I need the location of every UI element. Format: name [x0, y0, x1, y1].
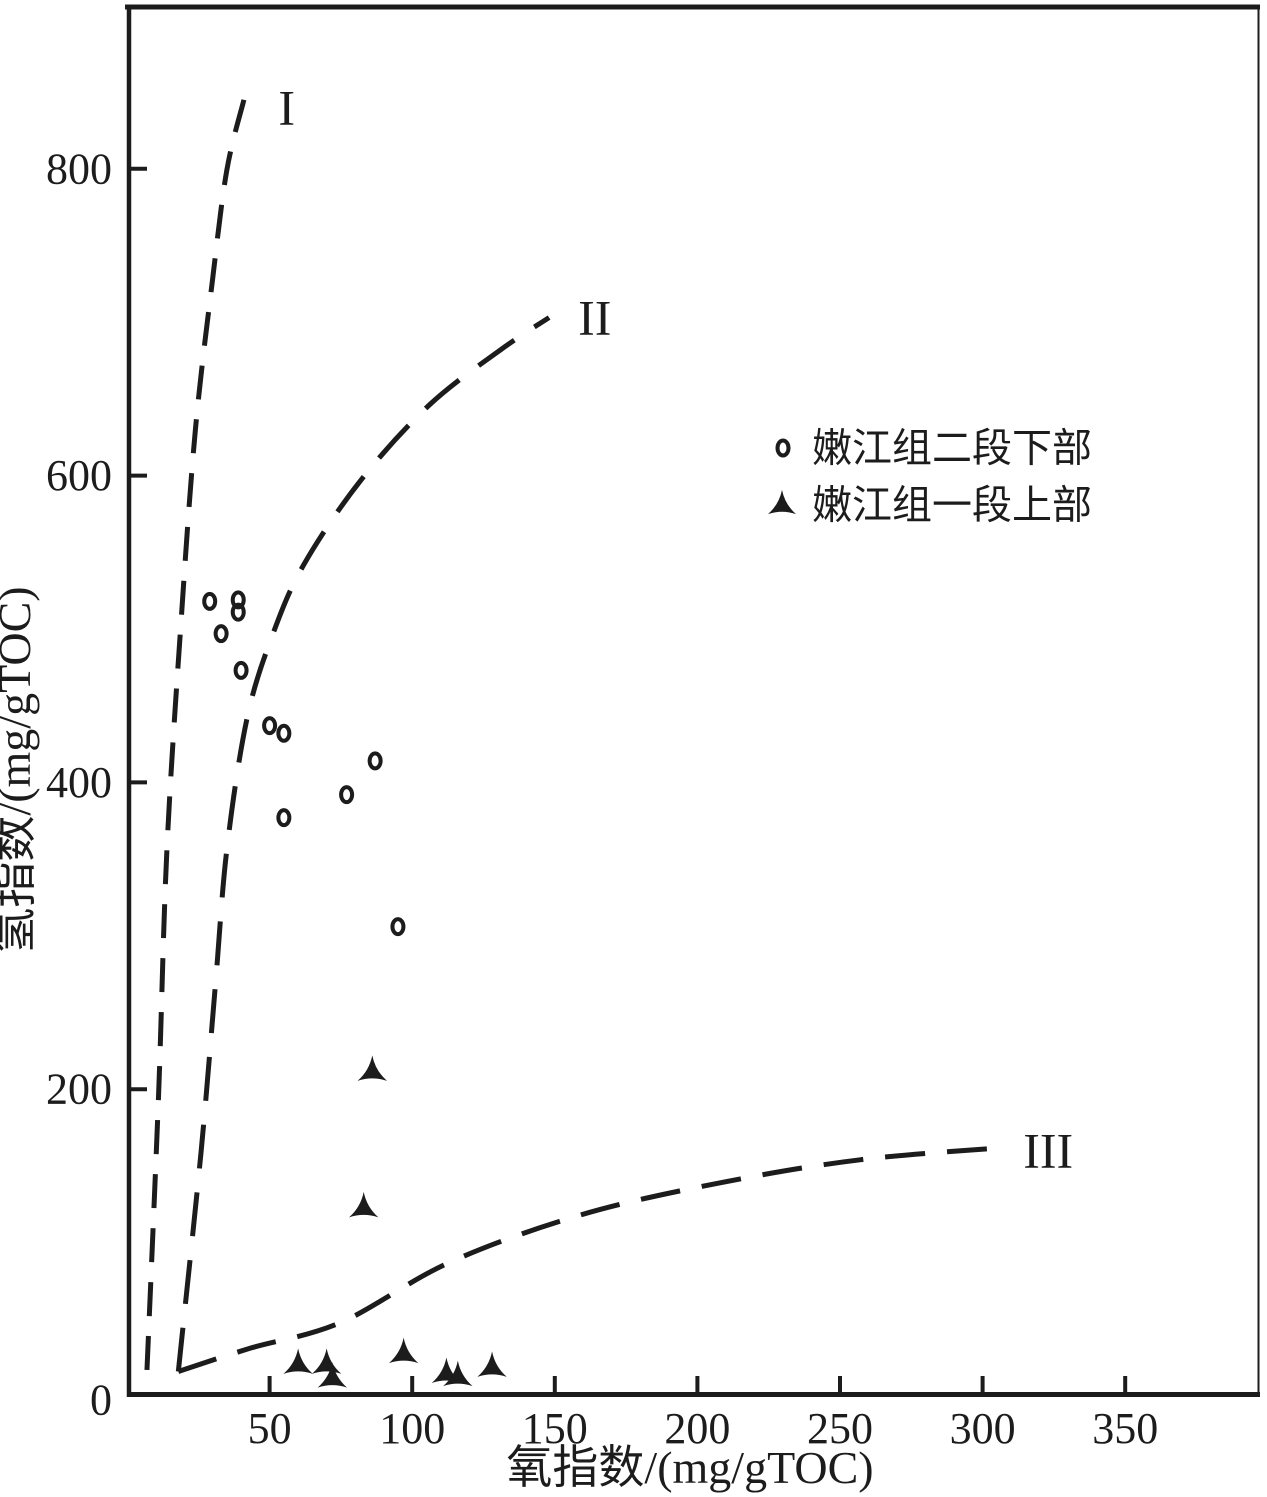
legend-item-label: 嫩江组一段上部 — [812, 483, 1092, 528]
data-point-circle — [276, 723, 292, 743]
data-series — [202, 590, 507, 1388]
data-point-circle — [230, 590, 246, 610]
y-tick-label: 0 — [90, 1376, 112, 1425]
data-point-triangle — [388, 1337, 419, 1364]
x-tick-label: 250 — [807, 1404, 873, 1453]
data-point-triangle — [317, 1362, 348, 1388]
y-tick-label: 400 — [46, 758, 112, 807]
y-tick-label: 600 — [46, 451, 112, 500]
plot-frame — [125, 4, 1260, 1397]
data-point-circle — [262, 716, 278, 736]
data-point-circle — [339, 785, 355, 805]
x-axis-ticks: 50 100 150 200 250 300 350 — [248, 1376, 1158, 1453]
data-point-triangle — [349, 1191, 379, 1218]
data-point-circle — [230, 602, 246, 622]
legend-triangle-marker — [768, 489, 796, 515]
boundary-curve-II — [175, 315, 551, 1372]
x-tick-label: 300 — [950, 1404, 1016, 1453]
legend: 嫩江组二段下部 嫩江组一段上部 — [768, 426, 1092, 528]
x-tick-label: 150 — [522, 1404, 588, 1453]
boundary-curve-I — [144, 99, 247, 1371]
data-point-circle — [233, 660, 249, 680]
kerogen-type-label-III: III — [1023, 1123, 1073, 1179]
data-point-circle — [367, 751, 383, 771]
data-point-triangle — [283, 1348, 313, 1374]
x-tick-label: 350 — [1092, 1404, 1158, 1453]
x-tick-label: 100 — [379, 1404, 445, 1453]
data-point-triangle — [443, 1360, 473, 1387]
kerogen-boundary-curves — [144, 99, 1006, 1374]
y-axis-ticks: 0 200 400 600 800 — [46, 144, 147, 1425]
y-tick-label: 200 — [46, 1065, 112, 1114]
x-axis-title: 氧指数/(mg/gTOC) — [506, 1442, 873, 1493]
x-tick-label: 200 — [664, 1404, 730, 1453]
y-tick-label: 800 — [46, 144, 112, 193]
legend-circle-marker — [775, 438, 791, 458]
data-point-circle — [213, 624, 229, 644]
data-point-circle — [202, 591, 218, 611]
y-axis-title: 氢指数/(mg/gTOC) — [0, 586, 40, 953]
x-tick-label: 50 — [248, 1404, 292, 1453]
data-point-triangle — [477, 1351, 507, 1377]
data-point-triangle — [311, 1348, 342, 1374]
kerogen-type-label-I: I — [278, 79, 295, 135]
boundary-curve-III — [177, 1145, 1006, 1374]
data-point-circle — [276, 808, 292, 828]
kerogen-type-label-II: II — [578, 290, 611, 346]
data-point-triangle — [357, 1055, 387, 1081]
legend-item-label: 嫩江组二段下部 — [812, 426, 1092, 471]
data-point-circle — [390, 917, 406, 937]
